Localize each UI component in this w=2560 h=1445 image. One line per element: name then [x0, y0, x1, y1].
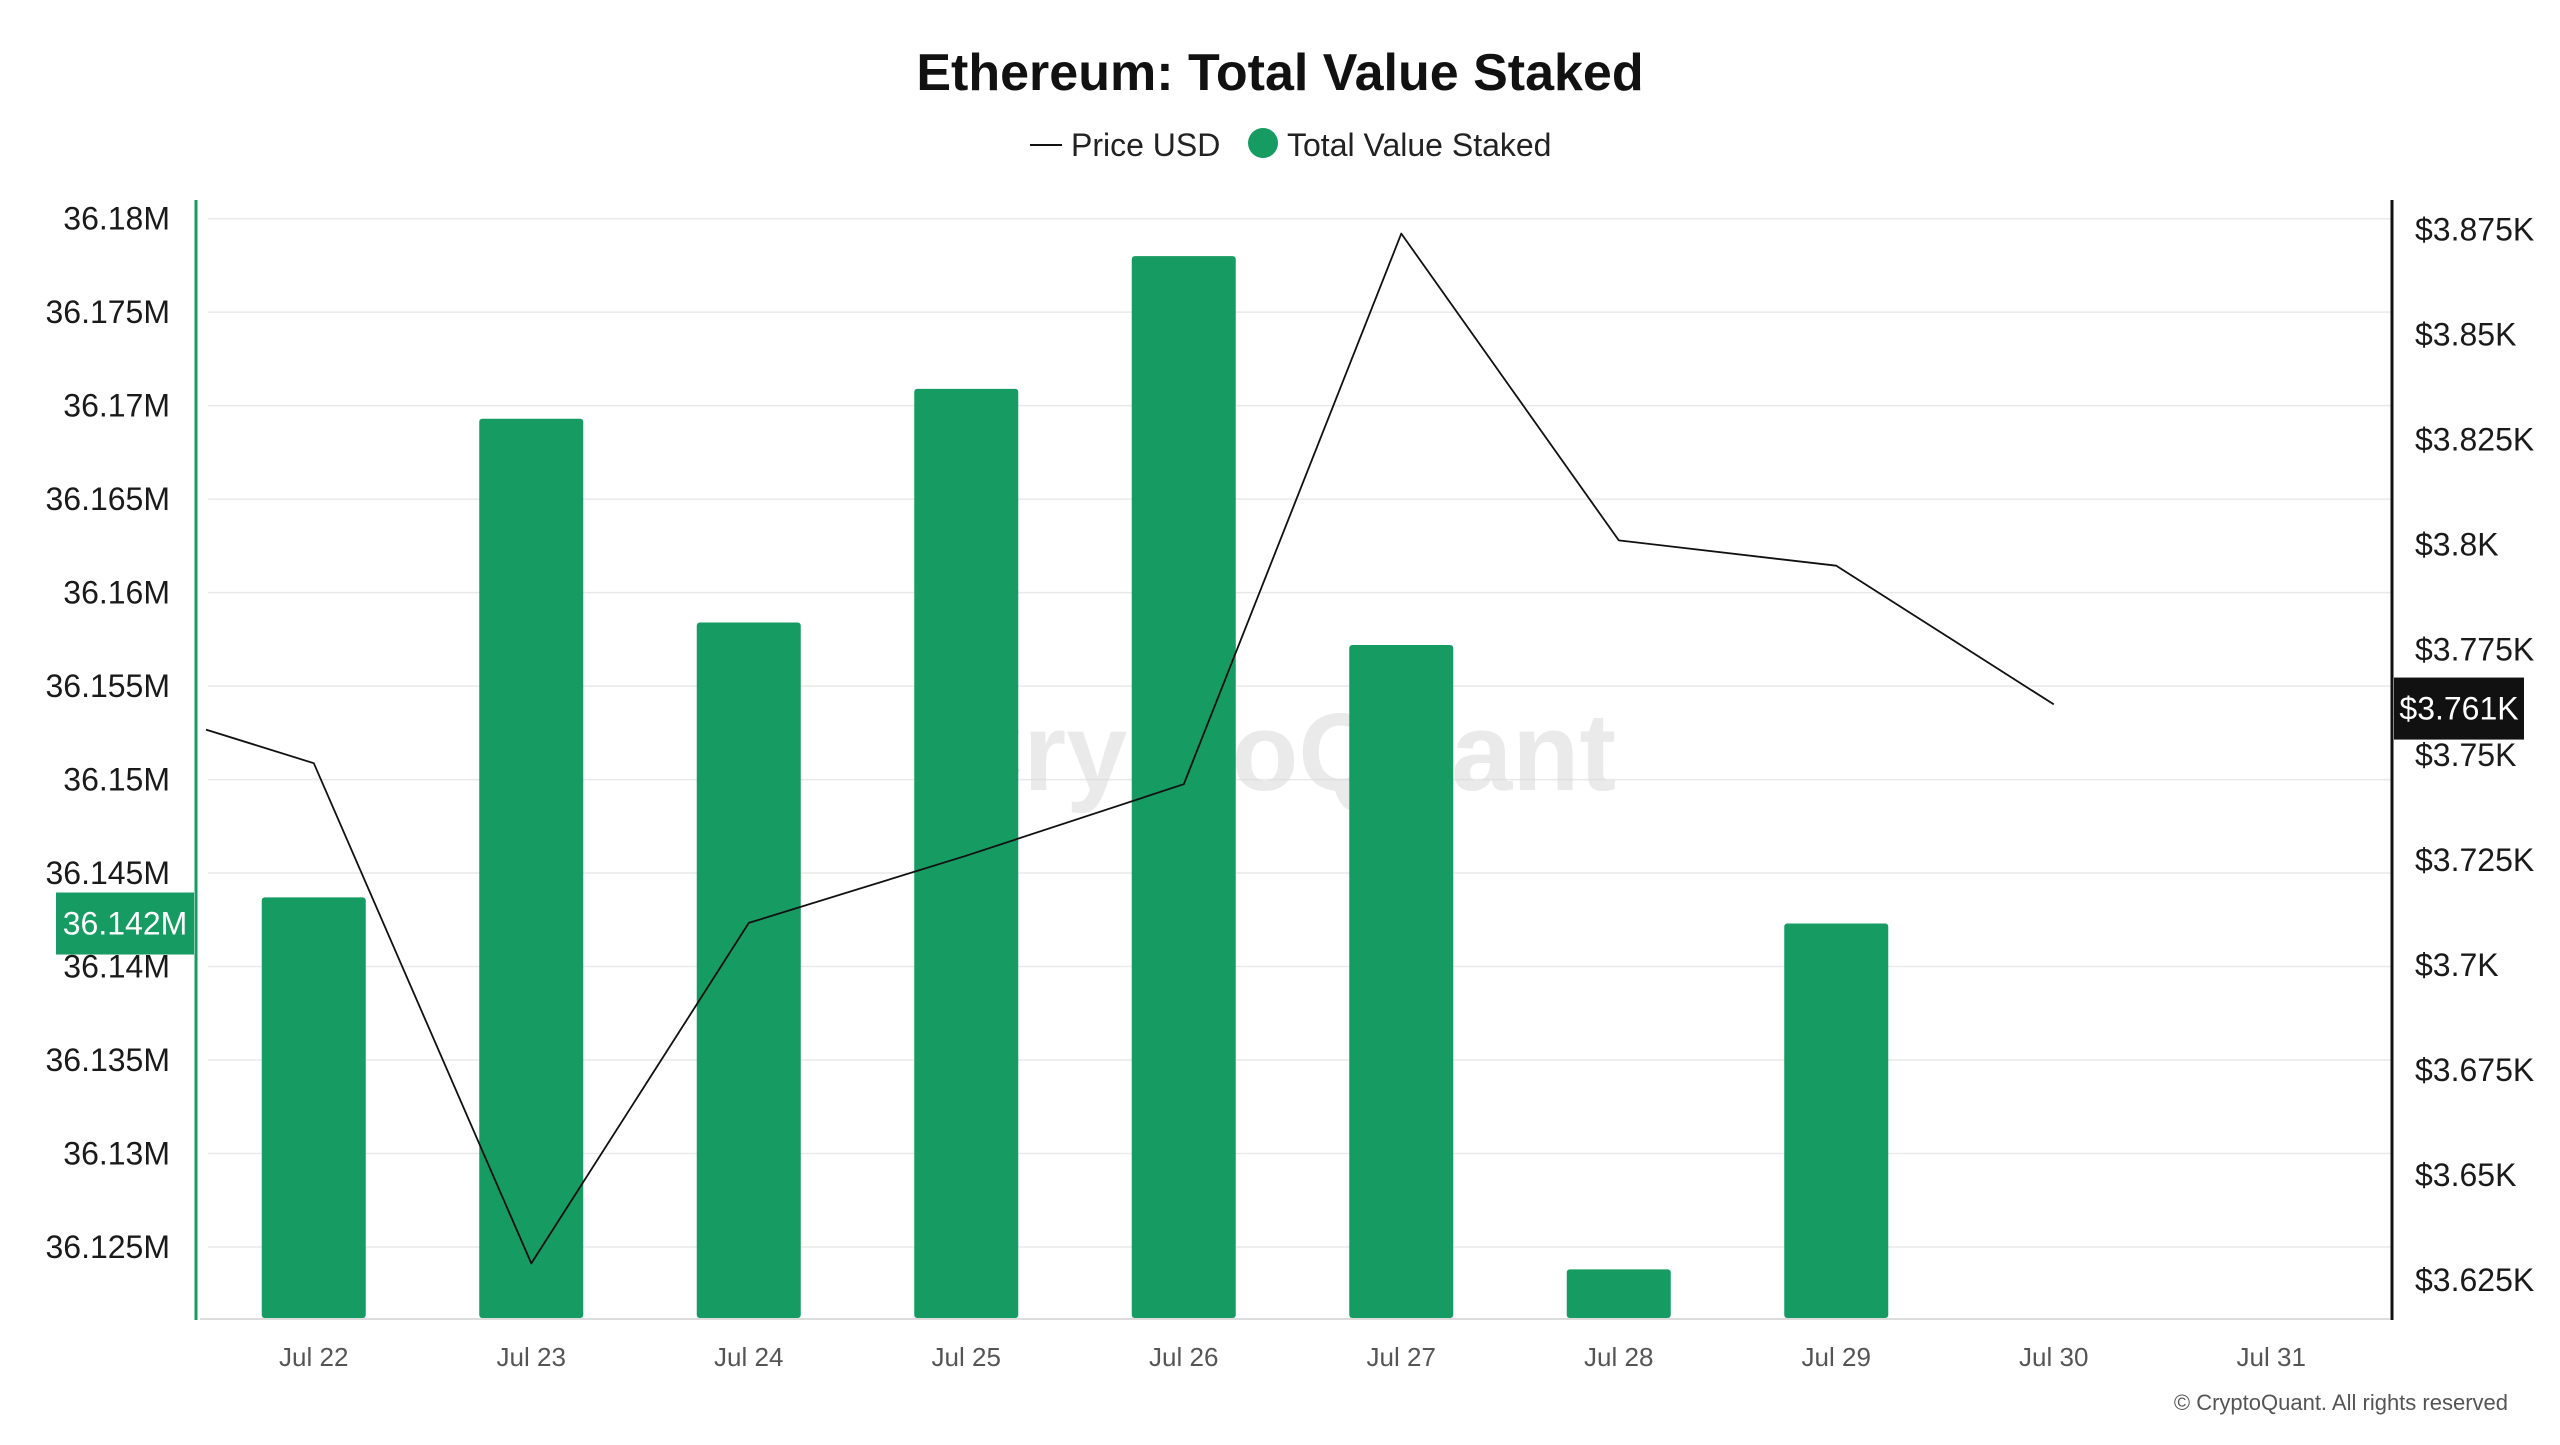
bar-jul-23: [479, 418, 584, 1318]
right-tick-label: $3.625K: [2415, 1262, 2534, 1298]
x-tick-label: Jul 31: [2237, 1342, 2306, 1372]
right-tick-label: $3.8K: [2415, 527, 2499, 563]
x-tick-label: Jul 22: [279, 1342, 348, 1372]
left-current-value-label: 36.142M: [63, 906, 188, 942]
x-tick-label: Jul 25: [932, 1342, 1001, 1372]
x-tick-label: Jul 23: [497, 1342, 566, 1372]
x-tick-label: Jul 28: [1584, 1342, 1653, 1372]
bar-jul-26: [1131, 256, 1236, 1319]
right-tick-label: $3.65K: [2415, 1157, 2516, 1193]
axes: [194, 200, 2394, 1320]
left-tick-label: 36.13M: [63, 1135, 170, 1171]
right-tick-label: $3.675K: [2415, 1052, 2534, 1088]
x-tick-label: Jul 29: [1802, 1342, 1871, 1372]
left-tick-label: 36.17M: [63, 388, 170, 424]
bar-jul-29: [1784, 923, 1889, 1318]
right-tick-label: $3.75K: [2415, 737, 2516, 773]
right-tick-label: $3.7K: [2415, 947, 2499, 983]
bar-jul-22: [261, 897, 366, 1318]
left-tick-label: 36.125M: [45, 1229, 170, 1265]
line-series: [205, 232, 2055, 1265]
bar-jul-25: [914, 388, 1019, 1319]
bar-series: [261, 256, 1889, 1319]
x-tick-label: Jul 26: [1149, 1342, 1218, 1372]
right-tick-label: $3.875K: [2415, 211, 2534, 247]
legend-staked-label: Total Value Staked: [1287, 127, 1551, 163]
left-tick-label: 36.165M: [45, 481, 170, 517]
x-tick-label: Jul 24: [714, 1342, 783, 1372]
left-tick-label: 36.145M: [45, 855, 170, 891]
right-tick-label: $3.85K: [2415, 316, 2516, 352]
x-axis-ticks: Jul 22 Jul 23 Jul 24 Jul 25 Jul 26 Jul 27 Jul …: [279, 1342, 2306, 1372]
right-current-value-label: $3.761K: [2399, 691, 2518, 727]
legend-staked-dot-marker: [1248, 128, 1278, 158]
right-current-value-badge: [2394, 677, 2524, 740]
left-current-value-badge: [56, 892, 194, 955]
right-axis-ticks: $3.625K $3.65K $3.675K $3.7K $3.725K $3.75K $3…: [2415, 211, 2534, 1298]
legend-price-label: Price USD: [1071, 127, 1220, 163]
bar-jul-24: [696, 622, 801, 1318]
legend: Price USD Total Value Staked: [1030, 127, 1551, 163]
copyright-footer: © CryptoQuant. All rights reserved: [2174, 1390, 2508, 1415]
right-tick-label: $3.825K: [2415, 422, 2534, 458]
left-tick-label: 36.135M: [45, 1042, 170, 1078]
left-tick-label: 36.18M: [63, 201, 170, 237]
left-tick-label: 36.155M: [45, 668, 170, 704]
current-value-badges: 36.142M $3.761K: [56, 677, 2524, 955]
bar-jul-28: [1566, 1269, 1671, 1318]
x-tick-label: Jul 27: [1367, 1342, 1436, 1372]
left-tick-label: 36.15M: [63, 762, 170, 798]
left-tick-label: 36.175M: [45, 294, 170, 330]
watermark: CryptoQuant: [944, 691, 1616, 814]
right-tick-label: $3.775K: [2415, 632, 2534, 668]
chart-title: Ethereum: Total Value Staked: [916, 44, 1643, 102]
x-tick-label: Jul 30: [2019, 1342, 2088, 1372]
bar-jul-27: [1349, 644, 1454, 1318]
left-tick-label: 36.16M: [63, 575, 170, 611]
right-tick-label: $3.725K: [2415, 842, 2534, 878]
left-axis-ticks: 36.125M36.13M36.135M36.14M36.145M36.15M3…: [45, 201, 170, 1265]
price-usd-line: [205, 232, 2055, 1265]
